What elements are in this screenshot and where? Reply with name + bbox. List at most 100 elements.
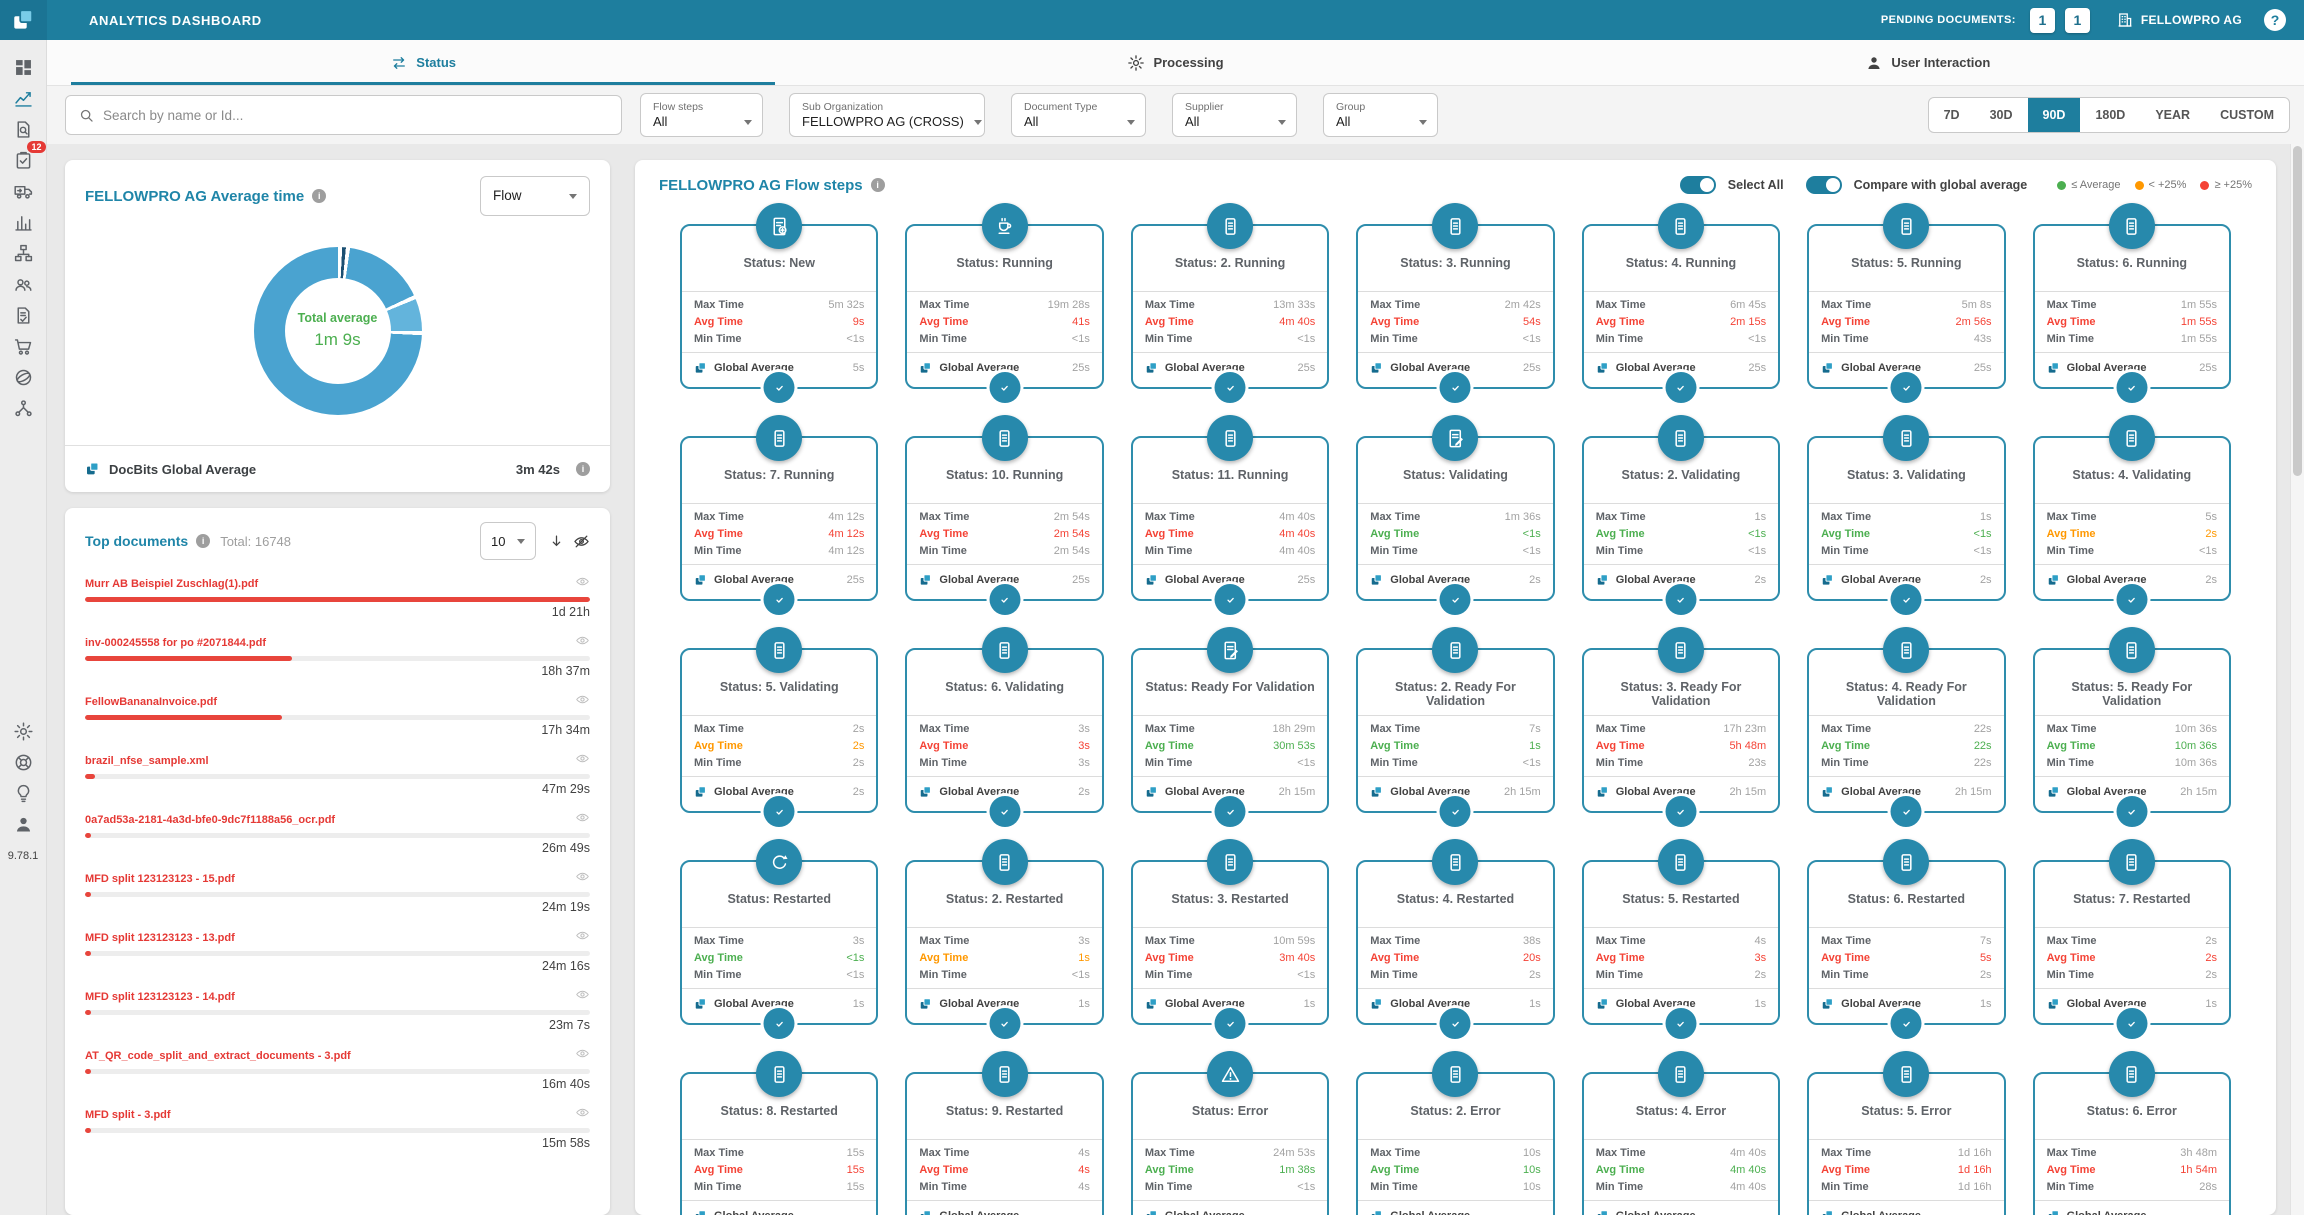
- pending-badge[interactable]: 1: [2065, 8, 2090, 33]
- eye-icon[interactable]: [575, 574, 590, 594]
- eye-icon[interactable]: [575, 1046, 590, 1066]
- status-card[interactable]: Status: 3. RunningMax Time2m 42sAvg Time…: [1356, 224, 1554, 389]
- check-icon[interactable]: [2116, 372, 2147, 403]
- status-card[interactable]: Status: ErrorMax Time24m 53sAvg Time1m 3…: [1131, 1072, 1329, 1215]
- status-card[interactable]: Status: Ready For ValidationMax Time18h …: [1131, 648, 1329, 813]
- check-icon[interactable]: [989, 796, 1020, 827]
- sidebar-item-support[interactable]: [8, 747, 38, 777]
- filter-flow-steps[interactable]: Flow stepsAll: [640, 93, 763, 137]
- status-card[interactable]: Status: 7. RunningMax Time4m 12sAvg Time…: [680, 436, 878, 601]
- scrollbar-thumb[interactable]: [2293, 146, 2302, 476]
- check-icon[interactable]: [1891, 796, 1922, 827]
- status-card[interactable]: Status: 5. ValidatingMax Time2sAvg Time2…: [680, 648, 878, 813]
- check-icon[interactable]: [1215, 796, 1246, 827]
- filter-sub-organization[interactable]: Sub OrganizationFELLOWPRO AG (CROSS): [789, 93, 985, 137]
- document-name[interactable]: MFD split 123123123 - 13.pdf: [85, 931, 235, 946]
- status-card[interactable]: Status: 8. RestartedMax Time15sAvg Time1…: [680, 1072, 878, 1215]
- sidebar-item-settings[interactable]: [8, 716, 38, 746]
- check-icon[interactable]: [1665, 1008, 1696, 1039]
- organization-selector[interactable]: FELLOWPRO AG: [2116, 11, 2242, 29]
- status-card[interactable]: Status: 7. RestartedMax Time2sAvg Time2s…: [2033, 860, 2231, 1025]
- eye-icon[interactable]: [575, 633, 590, 653]
- status-card[interactable]: Status: 5. ErrorMax Time1d 16hAvg Time1d…: [1807, 1072, 2005, 1215]
- check-icon[interactable]: [2116, 1008, 2147, 1039]
- eye-icon[interactable]: [575, 869, 590, 889]
- check-icon[interactable]: [989, 372, 1020, 403]
- check-icon[interactable]: [2116, 796, 2147, 827]
- sidebar-item-dashboard[interactable]: [8, 52, 38, 82]
- search-input[interactable]: [103, 108, 609, 123]
- status-card[interactable]: Status: 2. RunningMax Time13m 33sAvg Tim…: [1131, 224, 1329, 389]
- sidebar-item-document-check[interactable]: [8, 300, 38, 330]
- check-icon[interactable]: [764, 1008, 795, 1039]
- status-card[interactable]: Status: 5. RestartedMax Time4sAvg Time3s…: [1582, 860, 1780, 1025]
- vertical-scrollbar[interactable]: [2290, 144, 2304, 1215]
- status-card[interactable]: Status: 6. ErrorMax Time3h 48mAvg Time1h…: [2033, 1072, 2231, 1215]
- check-icon[interactable]: [1440, 1008, 1471, 1039]
- sidebar-item-truck[interactable]: [8, 176, 38, 206]
- info-icon[interactable]: [871, 178, 885, 192]
- help-icon[interactable]: [2264, 9, 2286, 31]
- sidebar-item-users[interactable]: [8, 269, 38, 299]
- range-button-custom[interactable]: CUSTOM: [2205, 98, 2289, 132]
- range-button-year[interactable]: YEAR: [2140, 98, 2205, 132]
- check-icon[interactable]: [989, 584, 1020, 615]
- sort-descending-icon[interactable]: [548, 533, 565, 550]
- status-card[interactable]: Status: 4. ValidatingMax Time5sAvg Time2…: [2033, 436, 2231, 601]
- check-icon[interactable]: [1891, 372, 1922, 403]
- check-icon[interactable]: [989, 1008, 1020, 1039]
- eye-icon[interactable]: [575, 751, 590, 771]
- pending-badge[interactable]: 1: [2030, 8, 2055, 33]
- check-icon[interactable]: [1665, 796, 1696, 827]
- range-button-90d[interactable]: 90D: [2028, 98, 2081, 132]
- status-card[interactable]: Status: 5. Ready For ValidationMax Time1…: [2033, 648, 2231, 813]
- status-card[interactable]: Status: 4. Ready For ValidationMax Time2…: [1807, 648, 2005, 813]
- eye-off-icon[interactable]: [573, 533, 590, 550]
- sidebar-item-org-chart[interactable]: [8, 238, 38, 268]
- status-card[interactable]: Status: 4. ErrorMax Time4m 40sAvg Time4m…: [1582, 1072, 1780, 1215]
- eye-icon[interactable]: [575, 987, 590, 1007]
- status-card[interactable]: Status: RestartedMax Time3sAvg Time<1sMi…: [680, 860, 878, 1025]
- status-card[interactable]: Status: 6. RunningMax Time1m 55sAvg Time…: [2033, 224, 2231, 389]
- status-card[interactable]: Status: 2. ErrorMax Time10sAvg Time10sMi…: [1356, 1072, 1554, 1215]
- app-logo[interactable]: [0, 0, 47, 40]
- status-card[interactable]: Status: 6. RestartedMax Time7sAvg Time5s…: [1807, 860, 2005, 1025]
- document-name[interactable]: MFD split - 3.pdf: [85, 1108, 171, 1123]
- sidebar-item-bar-chart[interactable]: [8, 207, 38, 237]
- eye-icon[interactable]: [575, 1105, 590, 1125]
- sidebar-item-document-search[interactable]: [8, 114, 38, 144]
- status-card[interactable]: Status: 3. RestartedMax Time10m 59sAvg T…: [1131, 860, 1329, 1025]
- filter-supplier[interactable]: SupplierAll: [1172, 93, 1297, 137]
- sidebar-item-tasks[interactable]: 12: [8, 145, 38, 175]
- eye-icon[interactable]: [575, 692, 590, 712]
- eye-icon[interactable]: [575, 928, 590, 948]
- document-name[interactable]: AT_QR_code_split_and_extract_documents -…: [85, 1049, 351, 1064]
- status-card[interactable]: Status: 2. RestartedMax Time3sAvg Time1s…: [905, 860, 1103, 1025]
- filter-group[interactable]: GroupAll: [1323, 93, 1438, 137]
- document-name[interactable]: MFD split 123123123 - 15.pdf: [85, 872, 235, 887]
- document-name[interactable]: brazil_nfse_sample.xml: [85, 754, 209, 769]
- document-name[interactable]: 0a7ad53a-2181-4a3d-bfe0-9dc7f1188a56_ocr…: [85, 813, 335, 828]
- page-size-dropdown[interactable]: 10: [480, 522, 536, 560]
- status-card[interactable]: Status: NewMax Time5m 32sAvg Time9sMin T…: [680, 224, 878, 389]
- check-icon[interactable]: [764, 584, 795, 615]
- status-card[interactable]: Status: 3. ValidatingMax Time1sAvg Time<…: [1807, 436, 2005, 601]
- check-icon[interactable]: [764, 372, 795, 403]
- check-icon[interactable]: [1891, 584, 1922, 615]
- status-card[interactable]: Status: 11. RunningMax Time4m 40sAvg Tim…: [1131, 436, 1329, 601]
- sidebar-item-network[interactable]: [8, 393, 38, 423]
- tab-processing[interactable]: Processing: [799, 40, 1551, 85]
- tab-user-interaction[interactable]: User Interaction: [1552, 40, 2304, 85]
- status-card[interactable]: Status: 6. ValidatingMax Time3sAvg Time3…: [905, 648, 1103, 813]
- status-card[interactable]: Status: 4. RunningMax Time6m 45sAvg Time…: [1582, 224, 1780, 389]
- check-icon[interactable]: [1891, 1008, 1922, 1039]
- status-card[interactable]: Status: 3. Ready For ValidationMax Time1…: [1582, 648, 1780, 813]
- check-icon[interactable]: [764, 796, 795, 827]
- eye-icon[interactable]: [575, 810, 590, 830]
- filter-document-type[interactable]: Document TypeAll: [1011, 93, 1146, 137]
- sidebar-item-account[interactable]: [8, 809, 38, 839]
- sidebar-item-analytics[interactable]: [8, 83, 38, 113]
- sidebar-item-globe[interactable]: [8, 362, 38, 392]
- tab-status[interactable]: Status: [47, 40, 799, 85]
- document-name[interactable]: inv-000245558 for po #2071844.pdf: [85, 636, 266, 651]
